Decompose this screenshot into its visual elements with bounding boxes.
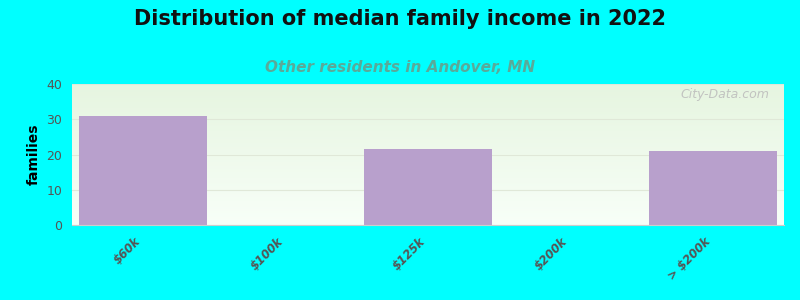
Text: Other residents in Andover, MN: Other residents in Andover, MN <box>265 60 535 75</box>
Bar <box>79 116 207 225</box>
Text: Distribution of median family income in 2022: Distribution of median family income in … <box>134 9 666 29</box>
Text: City-Data.com: City-Data.com <box>681 88 770 101</box>
Bar <box>649 151 777 225</box>
Y-axis label: families: families <box>27 124 41 185</box>
Bar <box>364 149 492 225</box>
